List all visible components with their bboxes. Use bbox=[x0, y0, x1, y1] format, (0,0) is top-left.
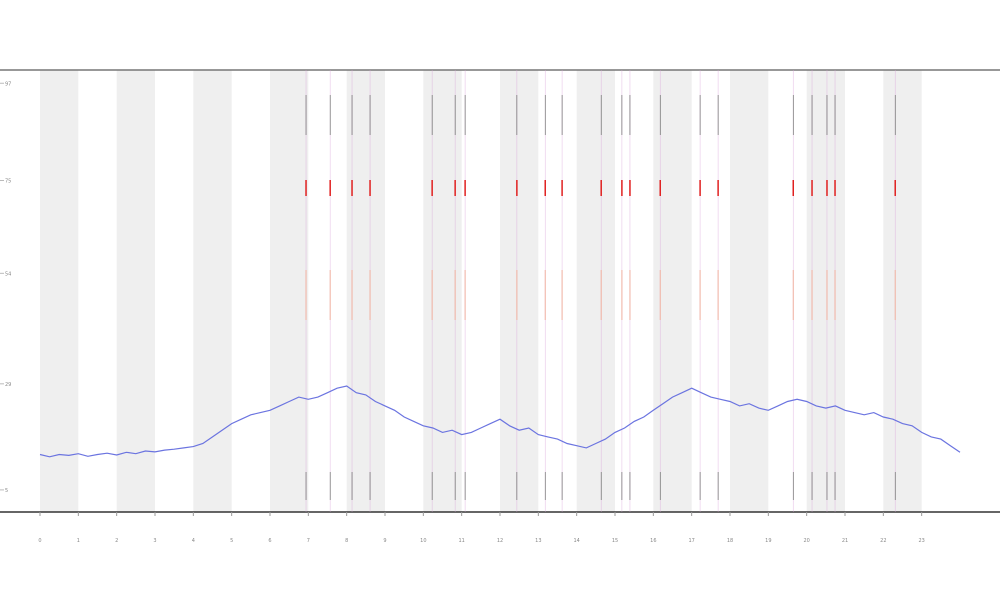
y-tick-label: 97 bbox=[5, 81, 11, 87]
x-tick-label: 20 bbox=[803, 538, 809, 544]
y-tick-label: 29 bbox=[5, 382, 11, 388]
x-tick-label: 9 bbox=[383, 538, 386, 544]
x-tick-label: 2 bbox=[115, 538, 118, 544]
x-tick-label: 15 bbox=[612, 538, 618, 544]
x-tick-label: 13 bbox=[535, 538, 541, 544]
x-tick-label: 0 bbox=[38, 538, 41, 544]
x-tick-label: 7 bbox=[307, 538, 310, 544]
x-tick-label: 6 bbox=[268, 538, 271, 544]
shade-band bbox=[40, 70, 79, 512]
x-tick-label: 4 bbox=[192, 538, 195, 544]
x-tick-label: 23 bbox=[918, 538, 924, 544]
shade-band bbox=[806, 70, 845, 512]
y-tick-label: 75 bbox=[5, 179, 11, 185]
x-tick-label: 5 bbox=[230, 538, 233, 544]
x-tick-label: 17 bbox=[688, 538, 694, 544]
x-tick-label: 16 bbox=[650, 538, 656, 544]
y-tick-label: 5 bbox=[5, 488, 8, 494]
shade-band bbox=[500, 70, 539, 512]
shade-band bbox=[346, 70, 385, 512]
x-tick-label: 19 bbox=[765, 538, 771, 544]
shade-band bbox=[883, 70, 922, 512]
y-tick-label: 54 bbox=[5, 271, 11, 277]
x-tick-label: 22 bbox=[880, 538, 886, 544]
shade-band bbox=[193, 70, 232, 512]
x-tick-label: 10 bbox=[420, 538, 426, 544]
x-tick-label: 3 bbox=[153, 538, 156, 544]
shade-band bbox=[116, 70, 155, 512]
data-line bbox=[39, 385, 961, 458]
x-tick-label: 12 bbox=[497, 538, 503, 544]
x-tick-label: 1 bbox=[77, 538, 80, 544]
x-tick-label: 8 bbox=[345, 538, 348, 544]
shade-band bbox=[270, 70, 309, 512]
x-tick-label: 18 bbox=[727, 538, 733, 544]
x-tick-label: 21 bbox=[842, 538, 848, 544]
shade-band bbox=[730, 70, 769, 512]
x-tick-label: 14 bbox=[573, 538, 579, 544]
shade-band bbox=[423, 70, 462, 512]
shade-band bbox=[653, 70, 692, 512]
shade-band bbox=[576, 70, 615, 512]
x-tick-label: 11 bbox=[458, 538, 464, 544]
